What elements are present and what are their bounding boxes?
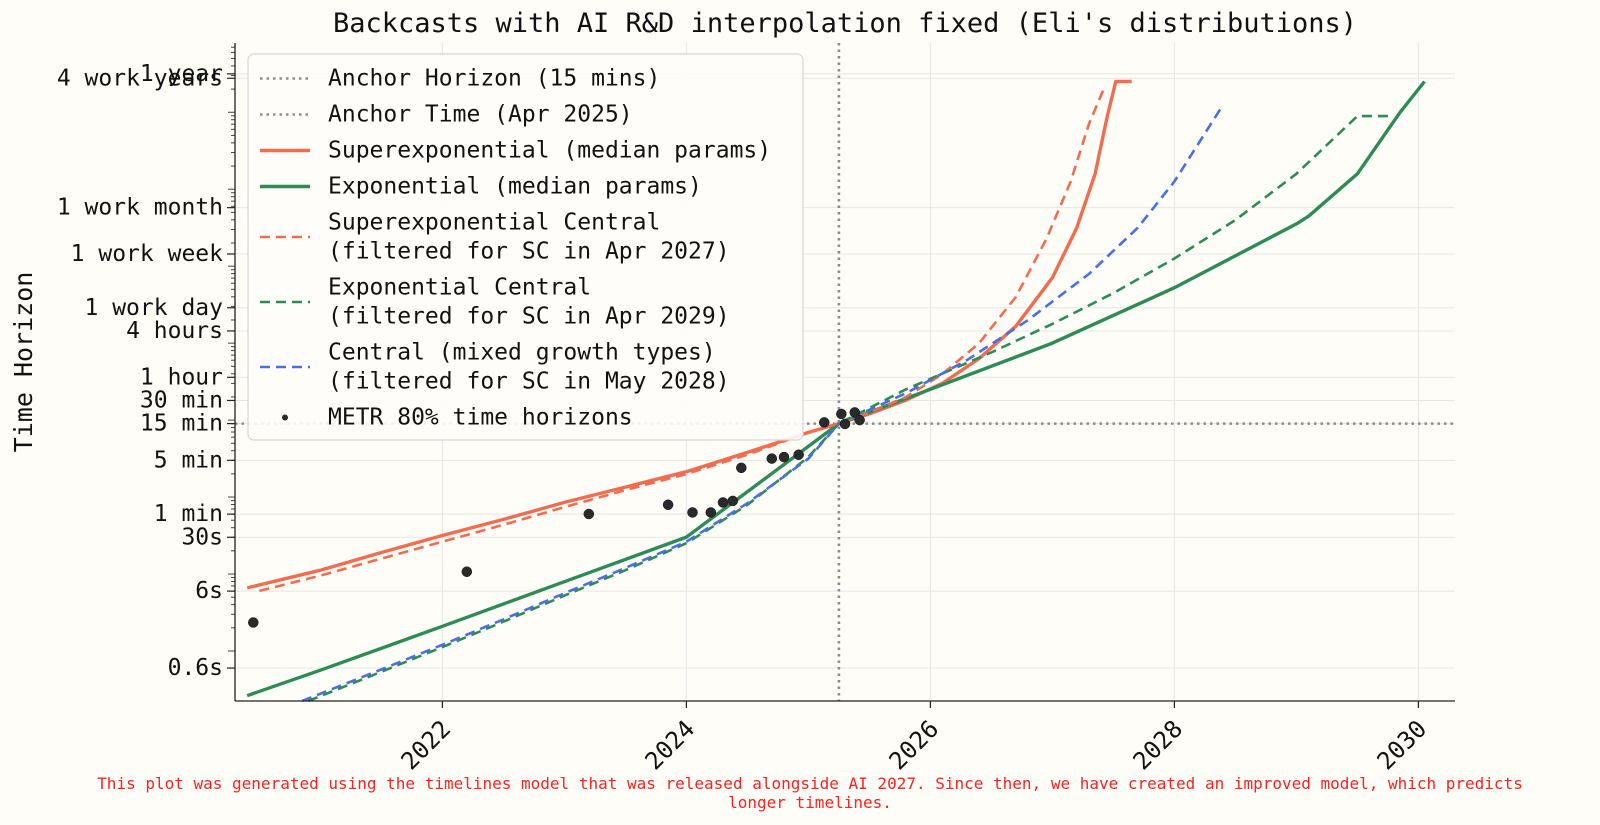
y-tick-label: 4 work years (57, 65, 223, 91)
y-tick-label: 5 min (154, 447, 223, 473)
metr-point (854, 414, 865, 426)
x-tick-label: 2026 (884, 715, 945, 776)
metr-point (819, 417, 830, 428)
legend-label: (filtered for SC in Apr 2027) (328, 239, 730, 265)
legend-label: Anchor Horizon (15 mins) (328, 66, 660, 92)
legend-label: Anchor Time (Apr 2025) (328, 102, 633, 128)
series-line-1 (246, 80, 1426, 698)
metr-point (705, 507, 717, 518)
series-line-2 (259, 88, 1105, 593)
y-axis-label: Time Horizon (9, 272, 38, 453)
x-tick-label: 2022 (396, 715, 457, 776)
metr-point (766, 453, 778, 464)
metr-point (662, 499, 674, 511)
metr-point (461, 566, 473, 577)
series-line-3 (307, 114, 1394, 703)
series-line-4 (301, 103, 1225, 703)
footer-note-line-1: This plot was generated using the timeli… (97, 774, 1523, 793)
y-tick-label: 1 hour (140, 364, 223, 390)
legend-label: (filtered for SC in May 2028) (328, 369, 730, 395)
legend-label: (filtered for SC in Apr 2029) (328, 304, 730, 330)
y-tick-label: 1 work week (71, 241, 223, 267)
metr-point (778, 451, 790, 463)
metr-point (736, 462, 747, 474)
metr-point (248, 617, 259, 628)
legend-label: Superexponential (median params) (328, 138, 771, 164)
metr-points (248, 407, 865, 628)
y-tick-label: 30 min (140, 387, 223, 413)
x-tick-label: 2030 (1372, 715, 1433, 776)
metr-point (836, 408, 847, 420)
legend-label: Exponential (median params) (328, 174, 702, 200)
legend-label: Central (mixed growth types) (328, 340, 716, 366)
legend-box (247, 53, 804, 441)
y-tick-label: 15 min (140, 411, 223, 437)
x-tick-label: 2024 (640, 715, 701, 776)
y-tick-label: 1 min (154, 501, 223, 527)
legend: Anchor Horizon (15 mins) Anchor Time (Apr… (247, 53, 804, 441)
metr-point (717, 497, 729, 508)
metr-point (793, 449, 804, 460)
metr-point (687, 507, 698, 518)
y-tick-label: 1 work day (85, 295, 223, 321)
footer-note-line-2: longer timelines. (728, 793, 892, 812)
metr-point (839, 418, 851, 430)
y-tick-label: 6s (195, 578, 223, 604)
legend-label: METR 80% time horizons (328, 405, 633, 431)
y-tick-label: 30s (181, 524, 223, 550)
metr-point (583, 508, 595, 520)
legend-label: Superexponential Central (328, 210, 660, 236)
y-tick-label: 1 year (140, 61, 223, 87)
metr-point (727, 495, 739, 507)
chart-title: Backcasts with AI R&D interpolation fixe… (333, 8, 1357, 39)
x-tick-label: 2028 (1128, 715, 1189, 776)
y-tick-label: 1 work month (57, 195, 223, 221)
legend-label: Exponential Central (328, 275, 591, 301)
y-tick-label: 4 hours (126, 318, 223, 344)
series-lines (246, 79, 1426, 703)
y-tick-label: 0.6s (168, 655, 223, 681)
metr-point (849, 407, 861, 418)
legend-handle-marker (282, 414, 288, 421)
